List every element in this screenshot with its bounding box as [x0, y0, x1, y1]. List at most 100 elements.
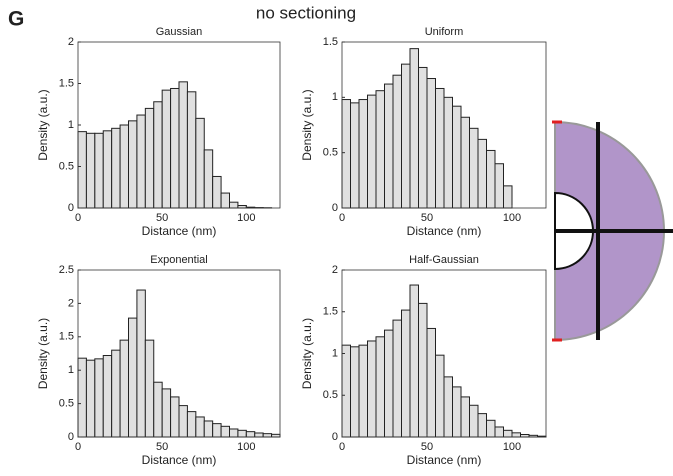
bar	[229, 201, 239, 209]
bar	[452, 386, 462, 438]
bar	[469, 404, 479, 438]
y-tick-label: 2	[68, 297, 74, 309]
bar	[144, 107, 155, 209]
x-tick-label: 50	[421, 212, 433, 224]
x-tick-label: 50	[156, 441, 168, 453]
y-axis-label: Density (a.u.)	[300, 89, 314, 160]
x-axis-label: Distance (nm)	[407, 453, 482, 467]
y-tick-label: 1.5	[59, 77, 74, 89]
bar	[94, 358, 104, 438]
y-tick-label: 0	[68, 431, 74, 443]
axes-box	[341, 41, 547, 209]
x-tick-label: 0	[75, 441, 81, 453]
y-tick-label: 2	[68, 36, 74, 48]
bar	[367, 340, 377, 438]
bar	[136, 289, 146, 438]
bar	[435, 87, 445, 209]
bar	[111, 127, 121, 209]
bar	[358, 99, 368, 209]
x-tick-label: 100	[503, 212, 521, 224]
bar	[220, 192, 230, 209]
bar	[460, 396, 470, 438]
bar	[161, 388, 172, 438]
x-tick-label: 0	[339, 441, 345, 453]
x-tick-label: 0	[75, 212, 81, 224]
bar	[384, 83, 394, 209]
chart-title: Exponential	[150, 254, 208, 266]
bar	[494, 426, 504, 438]
chart-title: Gaussian	[156, 26, 202, 38]
y-tick-label: 2	[332, 264, 338, 276]
bar	[452, 105, 462, 209]
bar	[128, 120, 138, 209]
bar	[262, 433, 273, 438]
histogram-panel: 0 0.5 1 1.5 0 50 100 Uniform Distance (nm) Densit…	[300, 26, 547, 238]
bar	[119, 124, 130, 209]
y-tick-label: 1.5	[59, 331, 74, 343]
bar	[350, 346, 360, 438]
bar	[203, 420, 214, 438]
bar	[503, 185, 513, 209]
x-axis-label: Distance (nm)	[407, 224, 482, 238]
bar	[144, 339, 155, 438]
bar	[186, 91, 197, 209]
bar	[178, 405, 188, 438]
y-tick-label: 0.5	[59, 398, 74, 410]
y-tick-label: 1	[332, 347, 338, 359]
y-tick-label: 0	[332, 202, 338, 214]
bar	[384, 329, 394, 438]
x-tick-label: 100	[503, 441, 521, 453]
bar	[195, 117, 205, 209]
x-axis-label: Distance (nm)	[142, 453, 217, 467]
bar	[136, 114, 146, 209]
bar	[350, 102, 360, 209]
y-tick-label: 1	[68, 119, 74, 131]
chart-title: Half-Gaussian	[409, 254, 479, 266]
bar	[237, 429, 247, 438]
y-tick-label: 0	[332, 431, 338, 443]
bar	[494, 163, 504, 209]
bar	[229, 428, 239, 438]
bar	[77, 131, 87, 209]
bar	[178, 81, 188, 209]
y-axis-label: Density (a.u.)	[36, 89, 50, 160]
y-tick-label: 1.5	[323, 36, 338, 48]
bar	[271, 433, 281, 438]
panel-label: G	[8, 8, 24, 31]
y-tick-label: 2.5	[59, 264, 74, 276]
bar	[161, 89, 172, 209]
bar	[102, 355, 113, 438]
bar	[102, 130, 113, 209]
bar	[94, 132, 104, 209]
bar	[153, 101, 163, 209]
x-tick-label: 100	[237, 212, 255, 224]
x-tick-label: 0	[339, 212, 345, 224]
bar	[212, 423, 222, 438]
bar	[358, 344, 368, 438]
bar	[220, 425, 230, 438]
figure-title: no sectioning	[256, 3, 356, 22]
y-axis-label: Density (a.u.)	[36, 318, 50, 389]
histogram-panel: 0 0.5 1 1.5 2 2.5 0 50 100 Exponential Distance (n…	[36, 254, 281, 467]
bar	[418, 66, 428, 209]
y-tick-label: 0.5	[323, 147, 338, 159]
x-tick-label: 100	[237, 441, 255, 453]
y-tick-label: 0.5	[323, 389, 338, 401]
bar	[401, 63, 411, 209]
bar	[341, 99, 351, 209]
bar	[195, 416, 205, 438]
bar	[245, 431, 256, 438]
bar	[426, 327, 436, 438]
bar	[203, 149, 214, 209]
bar	[409, 48, 419, 209]
histogram-panel: 0 0.5 1 1.5 2 0 50 100 Gaussian Distance (nm) Dens…	[36, 26, 281, 238]
bar	[186, 411, 197, 438]
y-tick-label: 0.5	[59, 160, 74, 172]
bar	[153, 381, 163, 438]
y-axis-label: Density (a.u.)	[300, 318, 314, 389]
bar	[469, 127, 479, 209]
bar	[85, 132, 96, 209]
chart-title: Uniform	[425, 26, 464, 38]
x-axis-label: Distance (nm)	[142, 224, 217, 238]
